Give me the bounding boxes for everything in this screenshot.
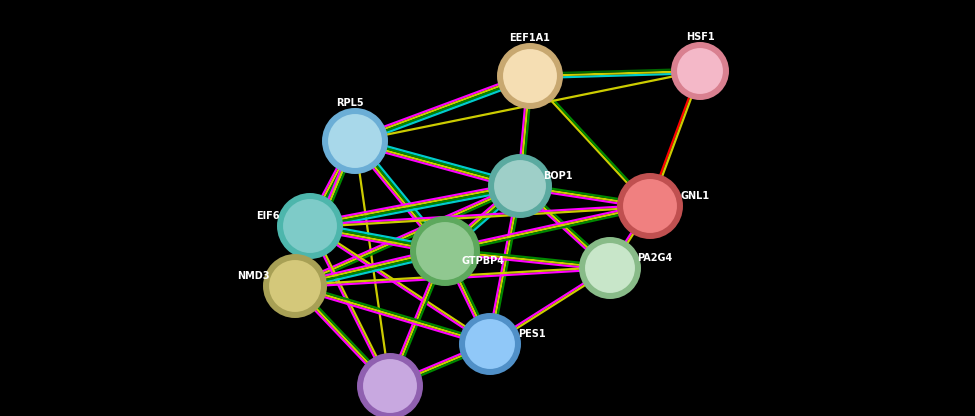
Circle shape bbox=[676, 47, 724, 95]
Text: GTPBP4: GTPBP4 bbox=[461, 256, 504, 266]
Circle shape bbox=[362, 358, 418, 414]
Circle shape bbox=[584, 242, 636, 294]
Circle shape bbox=[282, 198, 338, 254]
Text: PES1: PES1 bbox=[518, 329, 546, 339]
Circle shape bbox=[464, 318, 516, 370]
Circle shape bbox=[671, 42, 729, 100]
Circle shape bbox=[493, 159, 547, 213]
Circle shape bbox=[415, 221, 475, 281]
Text: NMD3: NMD3 bbox=[237, 271, 269, 281]
Circle shape bbox=[459, 313, 521, 375]
Circle shape bbox=[357, 353, 423, 416]
Text: RPL5: RPL5 bbox=[336, 98, 364, 108]
Circle shape bbox=[502, 48, 558, 104]
Circle shape bbox=[263, 254, 327, 318]
Circle shape bbox=[579, 237, 641, 299]
Circle shape bbox=[268, 259, 322, 313]
Circle shape bbox=[410, 216, 480, 286]
Circle shape bbox=[622, 178, 678, 234]
Text: EIF6: EIF6 bbox=[256, 211, 280, 221]
Circle shape bbox=[488, 154, 552, 218]
Circle shape bbox=[617, 173, 683, 239]
Text: PA2G4: PA2G4 bbox=[638, 253, 673, 263]
Circle shape bbox=[497, 43, 563, 109]
Text: EEF1A1: EEF1A1 bbox=[510, 33, 551, 43]
Text: BOP1: BOP1 bbox=[543, 171, 572, 181]
Circle shape bbox=[322, 108, 388, 174]
Text: HSF1: HSF1 bbox=[685, 32, 715, 42]
Circle shape bbox=[277, 193, 343, 259]
Circle shape bbox=[327, 113, 383, 169]
Text: GNL1: GNL1 bbox=[681, 191, 710, 201]
